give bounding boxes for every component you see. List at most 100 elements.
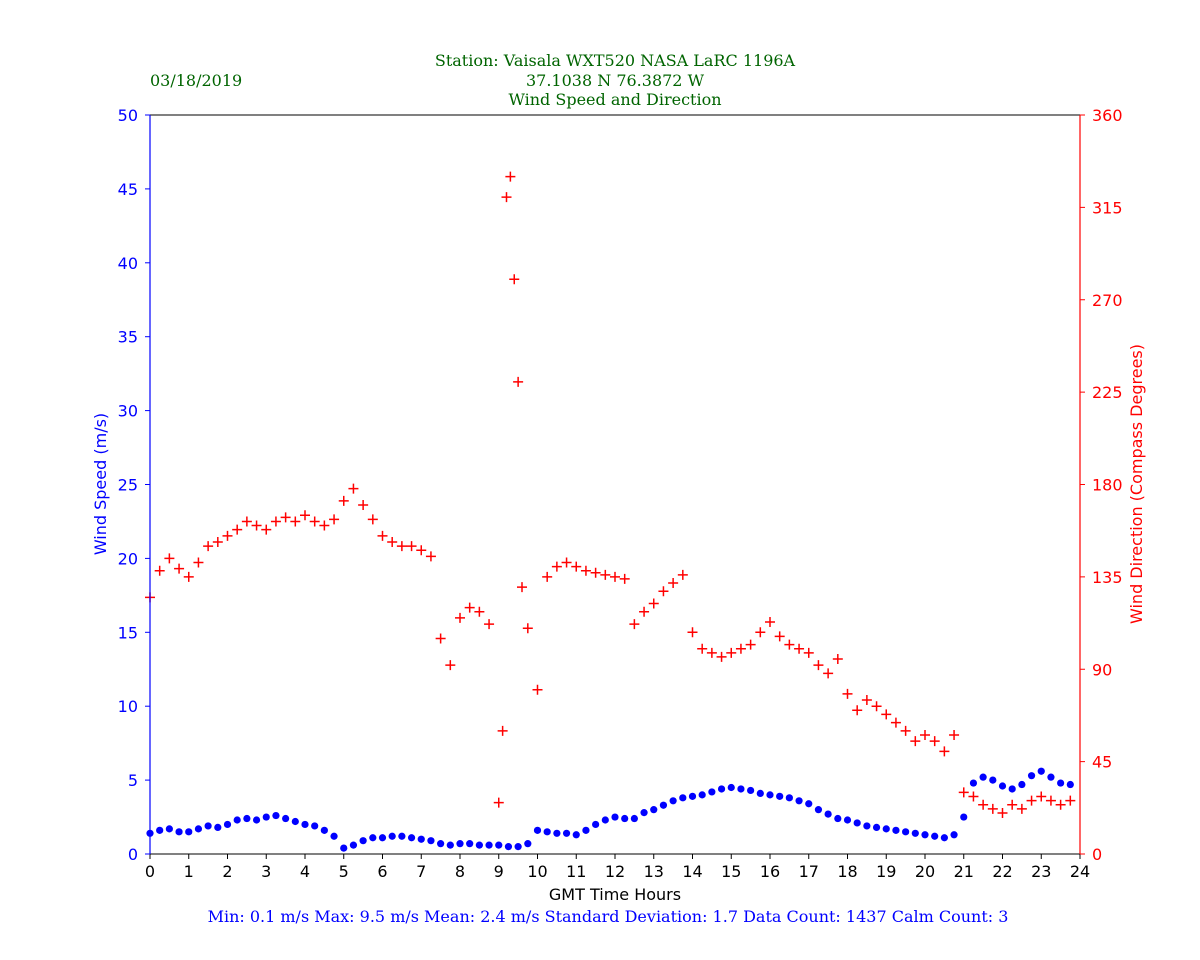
direction-point	[639, 606, 650, 617]
direction-point	[300, 510, 310, 521]
direction-point	[668, 578, 679, 589]
x-tick-label: 24	[1070, 862, 1090, 881]
speed-point	[572, 831, 580, 839]
direction-point	[561, 557, 572, 568]
x-tick-label: 11	[566, 862, 586, 881]
speed-point	[252, 816, 261, 824]
direction-point	[823, 668, 834, 679]
direction-point	[435, 633, 446, 644]
direction-point	[619, 573, 630, 584]
axes: 0 1 2 3 4 5 6 7 8 9 10 11 12 13 14 15 16 17 18 19 20 21 22 23 24…	[118, 106, 1123, 881]
speed-point	[717, 785, 726, 793]
direction-point	[610, 571, 620, 582]
speed-point	[824, 810, 832, 818]
x-tick-label: 20	[915, 862, 935, 881]
direction-point	[1065, 795, 1076, 806]
direction-point	[571, 561, 582, 572]
y-left-tick-label: 10	[118, 697, 138, 716]
direction-point	[241, 516, 252, 527]
direction-point	[193, 557, 204, 568]
x-tick-label: 15	[721, 862, 741, 881]
direction-point	[910, 736, 921, 747]
direction-point	[280, 512, 291, 523]
speed-point	[650, 806, 658, 814]
x-tick-label: 22	[992, 862, 1012, 881]
speed-point	[349, 841, 358, 849]
y-right-tick-label: 135	[1092, 568, 1123, 587]
station-coordinates: 37.1038 N 76.3872 W	[526, 71, 705, 90]
y-left-tick-label: 25	[118, 476, 138, 495]
direction-point	[517, 582, 527, 593]
speed-point	[698, 791, 706, 799]
speed-point	[456, 840, 464, 848]
direction-point	[745, 639, 756, 650]
x-tick-label: 8	[455, 862, 465, 881]
direction-point	[396, 541, 407, 552]
speed-point	[495, 841, 503, 849]
direction-point	[842, 688, 853, 699]
speed-point	[1037, 767, 1045, 775]
x-tick-label: 23	[1031, 862, 1051, 881]
direction-point	[600, 569, 611, 580]
direction-point	[1016, 803, 1027, 814]
direction-point	[455, 612, 465, 623]
direction-point	[1007, 799, 1018, 810]
direction-point	[774, 631, 785, 642]
speed-point	[727, 783, 735, 792]
speed-point	[165, 825, 173, 833]
y-right-axis-label: Wind Direction (Compass Degrees)	[1127, 344, 1146, 624]
direction-point	[474, 606, 485, 617]
y-right-tick-label: 45	[1092, 753, 1112, 772]
direction-point	[290, 516, 301, 527]
direction-point	[968, 791, 979, 802]
statistics-summary: Min: 0.1 m/s Max: 9.5 m/s Mean: 2.4 m/s …	[208, 907, 1009, 926]
y-left-tick-label: 5	[128, 771, 138, 790]
speed-point	[504, 843, 513, 851]
speed-point	[669, 797, 677, 805]
direction-point	[551, 561, 562, 572]
direction-point	[445, 660, 456, 671]
direction-point	[251, 520, 262, 531]
speed-point	[834, 814, 842, 823]
direction-point	[505, 171, 516, 182]
direction-point	[852, 705, 863, 716]
speed-point	[795, 797, 803, 805]
speed-point	[688, 792, 697, 800]
direction-point	[832, 653, 843, 664]
y-right-tick-label: 0	[1092, 845, 1102, 864]
speed-point	[1047, 773, 1055, 781]
speed-point	[979, 773, 987, 781]
speed-point	[475, 841, 483, 849]
direction-point	[706, 647, 717, 658]
y-left-tick-label: 35	[118, 328, 138, 347]
speed-point	[756, 789, 764, 798]
direction-point	[978, 799, 989, 810]
speed-point	[592, 820, 600, 829]
speed-point	[407, 834, 416, 842]
speed-point	[185, 828, 193, 836]
speed-point	[398, 832, 406, 840]
speed-point	[776, 792, 784, 800]
speed-point	[311, 822, 319, 830]
speed-point	[194, 825, 203, 833]
speed-point	[960, 813, 968, 821]
speed-point	[940, 834, 948, 842]
x-tick-label: 5	[339, 862, 349, 881]
direction-point	[813, 660, 824, 671]
speed-point	[437, 840, 445, 848]
y-right-tick-label: 225	[1092, 383, 1123, 402]
x-tick-label: 9	[494, 862, 504, 881]
speed-point	[291, 817, 299, 826]
direction-point	[212, 536, 223, 547]
x-tick-label: 13	[644, 862, 664, 881]
speed-point	[640, 809, 648, 817]
chart-title: Wind Speed and Direction	[508, 90, 721, 109]
direction-point	[338, 495, 349, 506]
speed-point	[679, 794, 687, 802]
x-tick-label: 2	[222, 862, 232, 881]
direction-point	[348, 483, 359, 494]
direction-point	[648, 598, 659, 609]
direction-point	[755, 627, 766, 638]
speed-point	[872, 823, 881, 831]
